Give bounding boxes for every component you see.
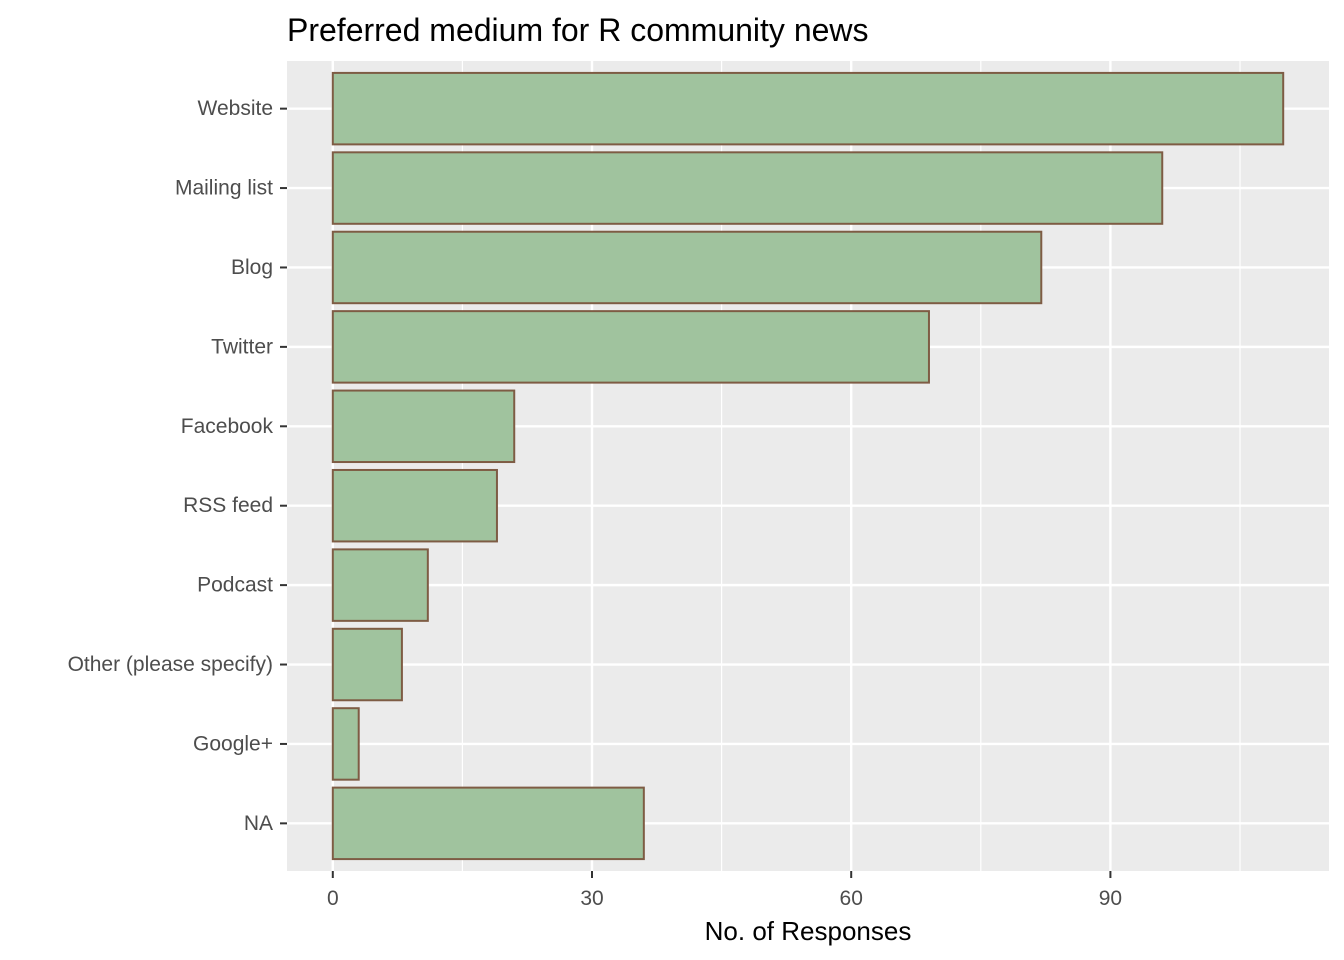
- y-tick-label: Google+: [193, 732, 273, 755]
- y-tick-label: Other (please specify): [68, 653, 273, 676]
- bars: [331, 71, 1285, 861]
- x-tick-label: 0: [327, 887, 339, 910]
- bar-facebook: [331, 389, 516, 464]
- x-tick-label: 90: [1099, 887, 1122, 910]
- y-tick-label: Twitter: [211, 335, 273, 358]
- bar-other-please-specify: [331, 627, 403, 702]
- y-tick-label: NA: [244, 812, 273, 835]
- y-tick-label: Blog: [231, 256, 273, 279]
- bar-na: [331, 786, 645, 861]
- bar-google: [331, 707, 360, 781]
- bar-website: [331, 71, 1285, 146]
- x-axis: 0 30 60 90: [327, 871, 1122, 910]
- bar-mailing-list: [331, 151, 1164, 225]
- y-tick-label: Facebook: [181, 415, 274, 438]
- y-tick-label: Podcast: [197, 574, 273, 597]
- bar-podcast: [331, 548, 429, 622]
- x-tick-label: 30: [580, 887, 603, 910]
- bar-twitter: [331, 310, 930, 384]
- x-axis-title: No. of Responses: [705, 916, 912, 946]
- chart-title: Preferred medium for R community news: [287, 12, 869, 48]
- y-tick-label: Website: [198, 97, 273, 120]
- bar-rss-feed: [331, 468, 498, 543]
- x-tick-label: 60: [840, 887, 863, 910]
- y-tick-label: RSS feed: [183, 494, 273, 517]
- bar-blog: [331, 230, 1043, 305]
- y-axis: Website Mailing list Blog Twitter Facebook RS…: [68, 97, 287, 835]
- y-tick-label: Mailing list: [175, 177, 273, 200]
